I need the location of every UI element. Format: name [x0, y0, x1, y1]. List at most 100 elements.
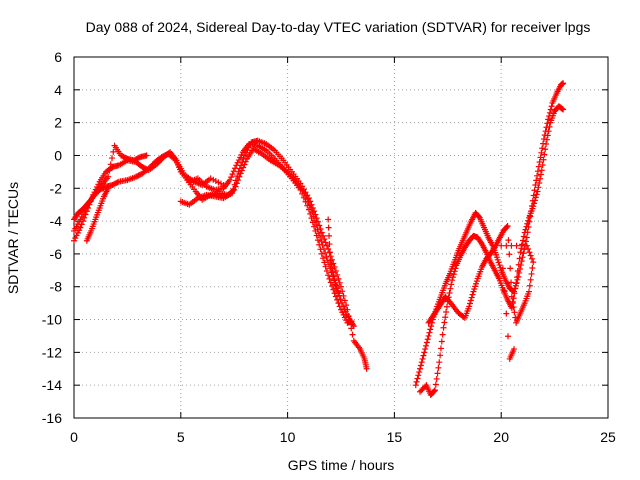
data-point [533, 191, 540, 198]
data-point [436, 359, 443, 366]
data-point [343, 302, 350, 309]
data-point [548, 103, 555, 110]
data-point [540, 136, 547, 143]
data-point [228, 174, 235, 181]
data-point [505, 333, 512, 340]
data-point [323, 253, 330, 260]
data-point [325, 245, 332, 252]
data-point [449, 274, 456, 281]
data-point [319, 242, 326, 249]
data-point [520, 233, 527, 240]
y-tick-label: 6 [54, 49, 62, 65]
data-point [143, 152, 150, 159]
y-tick-label: 0 [54, 147, 62, 163]
y-tick-label: -10 [42, 312, 62, 328]
data-point [414, 375, 421, 382]
data-point [334, 296, 341, 303]
data-point [559, 105, 566, 112]
data-point [321, 236, 328, 243]
data-point [451, 268, 458, 275]
data-point [543, 140, 550, 147]
data-point [340, 303, 347, 310]
data-point [519, 237, 526, 244]
data-point [334, 271, 341, 278]
data-point [428, 323, 435, 330]
data-point [523, 234, 530, 241]
data-point [431, 387, 438, 394]
data-point [317, 225, 324, 232]
data-point [423, 342, 430, 349]
x-tick-label: 15 [387, 429, 403, 445]
data-point [114, 179, 121, 186]
data-point [523, 242, 530, 249]
data-point [513, 242, 520, 249]
data-point [326, 249, 333, 256]
data-point [345, 312, 352, 319]
data-point [515, 261, 522, 268]
y-tick-label: 4 [54, 82, 62, 98]
data-point [498, 242, 505, 249]
data-point [327, 257, 334, 264]
data-point [236, 165, 243, 172]
data-point [77, 224, 84, 231]
data-point [539, 161, 546, 168]
data-point [329, 265, 336, 272]
data-point [508, 293, 515, 300]
data-point [235, 157, 242, 164]
data-point [348, 325, 355, 332]
data-point [339, 309, 346, 316]
y-tick-label: -8 [50, 279, 63, 295]
data-point [507, 265, 514, 272]
data-point [416, 369, 423, 376]
data-point [544, 132, 551, 139]
data-point [105, 173, 112, 180]
data-point [332, 267, 339, 274]
data-point [528, 270, 535, 277]
data-point [341, 314, 348, 321]
data-point [309, 204, 316, 211]
data-point [417, 365, 424, 372]
data-point [239, 159, 246, 166]
data-point [325, 272, 332, 279]
data-point [346, 319, 353, 326]
data-point [322, 263, 329, 270]
data-point [499, 265, 506, 272]
y-tick-label: 2 [54, 115, 62, 131]
data-point [541, 151, 548, 158]
data-point [509, 298, 516, 305]
data-point [528, 255, 535, 262]
data-point [240, 155, 247, 162]
data-point [546, 123, 553, 130]
data-point [226, 177, 233, 184]
data-point [438, 338, 445, 345]
data-point [544, 120, 551, 127]
data-point [317, 234, 324, 241]
data-point [530, 259, 537, 266]
data-point [560, 106, 567, 113]
data-point [316, 222, 323, 229]
data-point [545, 116, 552, 123]
data-point [471, 286, 478, 293]
data-point [308, 201, 315, 208]
data-point [536, 180, 543, 187]
data-point [517, 249, 524, 256]
data-point [540, 156, 547, 163]
data-point [231, 181, 238, 188]
data-point [437, 352, 444, 359]
data-point [510, 304, 517, 311]
data-point [330, 286, 337, 293]
data-point [423, 339, 430, 346]
data-point [449, 277, 456, 284]
x-axis-label: GPS time / hours [288, 457, 395, 473]
data-point [320, 255, 327, 262]
y-tick-label: -14 [42, 377, 62, 393]
data-point [341, 297, 348, 304]
data-point [431, 388, 438, 395]
x-tick-label: 5 [177, 429, 185, 445]
data-point [522, 238, 529, 245]
data-point [326, 232, 333, 239]
data-point [524, 220, 531, 227]
data-point [234, 173, 241, 180]
series-track-d [83, 172, 342, 297]
data-point [513, 280, 520, 287]
